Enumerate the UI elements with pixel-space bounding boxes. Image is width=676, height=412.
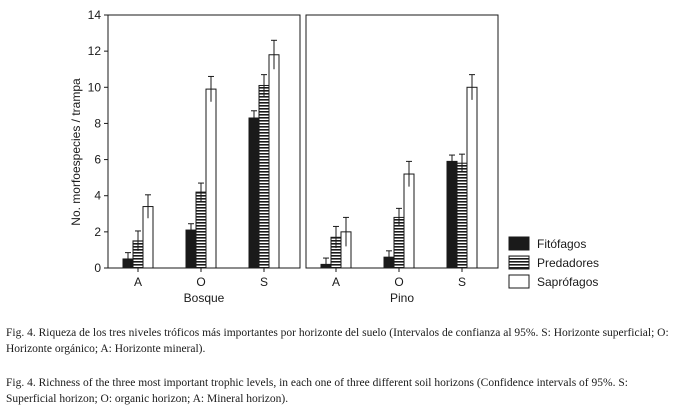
x-tick-label: A	[332, 275, 340, 289]
bar	[403, 173, 415, 269]
legend-swatch	[508, 236, 530, 251]
bar-chart: No. morfoespecies / trampa 0 2 4 6 8 10 12 14 A O…	[69, 8, 599, 305]
y-tick-label: 14	[88, 8, 102, 22]
y-tick-label: 10	[88, 80, 102, 94]
y-tick-label: 2	[94, 225, 101, 239]
bar	[268, 54, 280, 269]
legend-swatch	[508, 274, 530, 289]
legend-label: Saprófagos	[537, 275, 598, 289]
bar	[195, 191, 207, 269]
caption-english: Fig. 4. Richness of the three most impor…	[6, 377, 628, 405]
bar	[205, 88, 217, 269]
y-tick-label: 12	[88, 44, 102, 58]
legend-swatch	[508, 255, 530, 270]
y-tick-label: 4	[94, 189, 101, 203]
x-tick-label: O	[394, 275, 403, 289]
x-tick-label: S	[458, 275, 466, 289]
x-tick-label: S	[260, 275, 268, 289]
bar	[456, 162, 468, 269]
y-tick-label: 6	[94, 153, 101, 167]
legend-label: Predadores	[537, 256, 599, 270]
caption-spanish: Fig. 4. Riqueza de los tres niveles tróf…	[6, 327, 669, 355]
bar	[446, 160, 458, 269]
y-tick-label: 8	[94, 116, 101, 130]
bar	[466, 86, 478, 269]
panel-label: Pino	[390, 291, 414, 305]
x-tick-label: A	[134, 275, 142, 289]
bar	[248, 117, 260, 269]
legend-label: Fitófagos	[537, 237, 586, 251]
x-tick-label: O	[196, 275, 205, 289]
y-axis-label: No. morfoespecies / trampa	[69, 78, 83, 226]
y-tick-label: 0	[94, 261, 101, 275]
panel-label: Bosque	[184, 291, 225, 305]
bar	[258, 84, 270, 269]
